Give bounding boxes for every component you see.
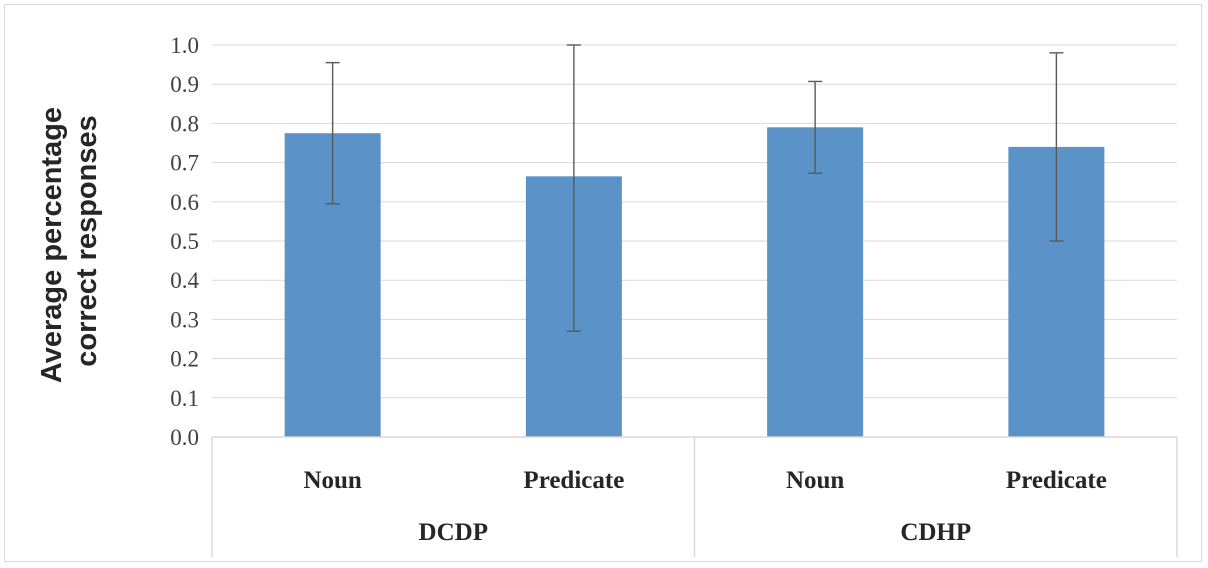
y-tick-label: 0.9 <box>170 72 199 97</box>
x-group-label: CDHP <box>900 519 971 546</box>
x-category-label: Predicate <box>1006 467 1107 494</box>
y-tick-label: 1.0 <box>170 33 199 58</box>
y-tick-label: 0.4 <box>170 268 199 293</box>
y-tick-label: 0.7 <box>170 151 199 176</box>
y-tick-labels: 0.0 0.1 0.2 0.3 0.4 0.5 0.6 0.7 0.8 0.9 1.0 <box>170 33 199 450</box>
x-category-label: Predicate <box>523 467 624 494</box>
x-category-labels: Noun Predicate DCDP Noun Predicate CDHP <box>303 467 1106 546</box>
x-group-label: DCDP <box>419 519 488 546</box>
y-tick-label: 0.0 <box>170 425 199 450</box>
y-tick-label: 0.2 <box>170 347 199 372</box>
y-axis-title-line-2: correct responses <box>71 115 103 366</box>
y-axis-title: Average percentage correct responses <box>36 99 103 383</box>
y-axis-title-line-1: Average percentage <box>36 107 68 383</box>
x-category-label: Noun <box>786 467 844 494</box>
y-tick-label: 0.8 <box>170 111 199 136</box>
y-tick-label: 0.5 <box>170 229 199 254</box>
axes <box>211 436 1178 557</box>
x-category-label: Noun <box>303 467 361 494</box>
bar <box>767 127 864 437</box>
bars <box>284 127 1105 438</box>
error-bars <box>325 44 1064 332</box>
y-tick-label: 0.3 <box>170 307 199 332</box>
y-tick-label: 0.6 <box>170 190 199 215</box>
y-tick-label: 0.1 <box>170 386 199 411</box>
